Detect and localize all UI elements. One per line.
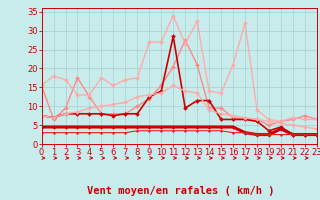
Text: Vent moyen/en rafales ( km/h ): Vent moyen/en rafales ( km/h ) bbox=[87, 186, 275, 196]
